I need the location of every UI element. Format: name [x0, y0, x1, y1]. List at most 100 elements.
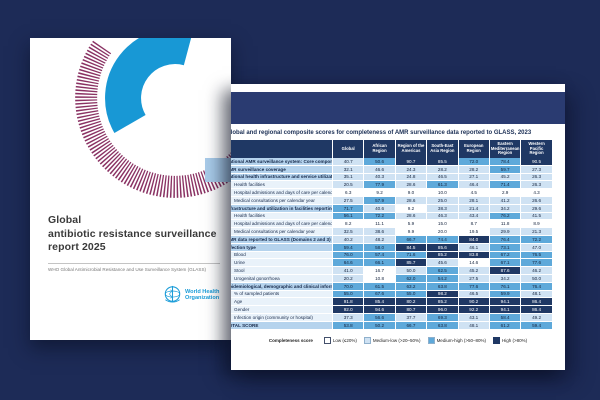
score-cell: 76.4	[489, 235, 522, 244]
table-title: Global and regional composite scores for…	[231, 130, 532, 136]
score-cell: 72.2	[521, 235, 553, 244]
cover-title-line: antibiotic resistance surveillance	[48, 227, 217, 240]
cover-subtitle: WHO Global Antimicrobial Resistance and …	[48, 267, 207, 272]
score-cell: 16.7	[364, 267, 396, 275]
row-label: TOTAL SCORE	[231, 321, 333, 330]
score-cell: 8.9	[521, 220, 553, 229]
score-cell: 66.1	[364, 259, 396, 268]
score-cell: 58.4	[489, 313, 522, 322]
score-cell: 61.3	[427, 181, 459, 190]
score-cell: 11.8	[489, 220, 522, 229]
score-cell: 28.1	[458, 196, 490, 205]
score-cell: 4.5	[458, 189, 490, 197]
score-cell: 9.9	[395, 228, 428, 236]
legend-swatch	[363, 337, 371, 344]
score-cell: 34.2	[489, 274, 522, 283]
score-cell: 27.5	[458, 274, 490, 283]
score-cell: 29.9	[489, 228, 522, 236]
row-label: Health facilities	[231, 181, 333, 190]
score-cell: 45.2	[458, 267, 490, 275]
who-logo-text: World Health Organization	[185, 289, 219, 301]
legend-title: Completeness score	[268, 338, 313, 343]
score-cell: 57.4	[364, 251, 396, 260]
row-label: Hospital admissions and days of care per…	[231, 189, 333, 197]
score-cell: 38.3	[427, 204, 459, 213]
row-label: Stool	[231, 267, 333, 275]
score-cell: 55.0	[395, 290, 428, 299]
score-cell: 80.7	[395, 306, 428, 314]
score-cell: 21.3	[521, 228, 553, 236]
score-cell: 57.9	[364, 196, 396, 205]
cover-page: Global antibiotic resistance surveillanc…	[30, 38, 231, 340]
score-cell: 45.2	[489, 173, 522, 182]
score-cell: 66.7	[395, 235, 428, 244]
score-cell: 87.6	[489, 267, 522, 275]
score-cell: 85.4	[364, 298, 396, 307]
score-cell: 49.2	[521, 313, 553, 322]
score-cell: 56.1	[333, 212, 365, 221]
score-cell: 41.5	[521, 212, 553, 221]
score-cell: 77.9	[364, 181, 396, 190]
score-cell: 62.5	[427, 267, 459, 275]
score-cell: 84.0	[458, 235, 490, 244]
score-cell: 10.8	[364, 274, 396, 283]
score-cell: 8.2	[333, 220, 365, 229]
score-cell: 28.6	[395, 196, 428, 205]
score-cell: 21.4	[458, 204, 490, 213]
row-label: Infection origin (community or hospital)	[231, 313, 333, 322]
score-cell: 63.2	[395, 282, 428, 291]
score-cell: 40.6	[364, 204, 396, 213]
score-cell: 85.7	[395, 259, 428, 268]
score-cell: 55.0	[333, 290, 365, 299]
row-label: Age	[231, 298, 333, 307]
score-cell: 24.8	[395, 173, 428, 182]
legend-label: Low (≤20%)	[332, 338, 357, 343]
column-header: South-East Asia Region	[427, 140, 459, 158]
score-cell: 37.3	[333, 313, 365, 322]
score-cell: 72.2	[364, 212, 396, 221]
score-cell: 71.7	[333, 204, 365, 213]
legend-swatch	[323, 337, 331, 344]
score-cell: 26.6	[521, 196, 553, 205]
column-header: Western Pacific Region	[521, 140, 553, 158]
row-label: Hospital admissions and days of care per…	[231, 220, 333, 229]
page-header-band	[231, 92, 565, 124]
score-cell: 86.4	[521, 298, 553, 307]
score-cell: 63.8	[427, 282, 459, 291]
row-label: AMR surveillance coverage	[231, 165, 333, 174]
score-cell: 62.0	[395, 274, 428, 283]
cover-title-line: Global	[48, 214, 82, 226]
score-cell: 70.0	[333, 282, 365, 291]
score-cell: 85.2	[427, 251, 459, 260]
score-cell: 8.7	[458, 220, 490, 229]
scores-table: Global African Region Region of the Americ…	[231, 140, 553, 330]
score-cell: 14.6	[458, 259, 490, 268]
score-cell: 76.2	[489, 212, 522, 221]
score-cell: 4.3	[521, 189, 553, 197]
score-cell: 46.4	[458, 181, 490, 190]
score-cell: 28.2	[458, 165, 490, 174]
score-cell: 20.0	[427, 228, 459, 236]
score-cell: 90.5	[521, 158, 553, 166]
score-cell: 25.0	[427, 196, 459, 205]
score-cell: 67.6	[364, 290, 396, 299]
score-cell: 85.2	[427, 298, 459, 307]
score-cell: 41.2	[489, 196, 522, 205]
score-cell: 90.7	[395, 158, 428, 166]
row-label: % of sampled patients	[231, 290, 333, 299]
score-cell: 47.0	[521, 243, 553, 252]
score-cell: 40.2	[333, 235, 365, 244]
score-cell: 46.3	[427, 212, 459, 221]
who-emblem-icon	[164, 285, 181, 303]
score-cell: 27.3	[521, 165, 553, 174]
score-cell: 69.3	[427, 313, 459, 322]
score-cell: 28.6	[395, 181, 428, 190]
score-cell: 40.7	[333, 158, 365, 166]
score-cell: 29.6	[521, 204, 553, 213]
legend-item: Low (≤20%)	[323, 337, 357, 344]
cover-title-line: report 2025	[48, 241, 106, 253]
score-cell: 74.4	[427, 235, 459, 244]
score-cell: 37.7	[395, 313, 428, 322]
score-cell: 66.7	[395, 321, 428, 330]
legend-item: High (>80%)	[492, 337, 527, 344]
